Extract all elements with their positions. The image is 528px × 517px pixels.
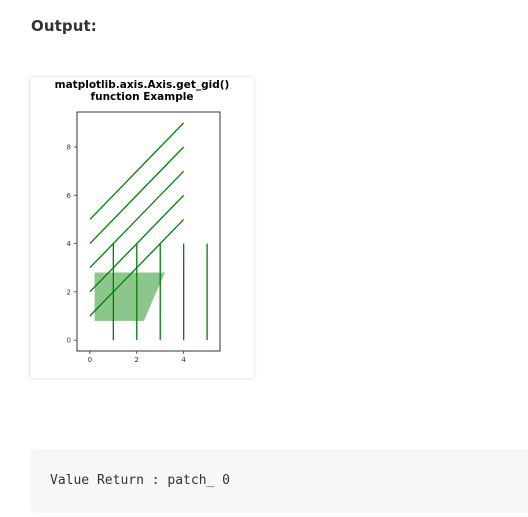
y-tick-label: 6 xyxy=(67,192,72,200)
output-heading: Output: xyxy=(31,17,97,35)
y-tick-label: 8 xyxy=(67,144,71,152)
x-tick-label: 4 xyxy=(181,356,186,364)
diagonal-line-5 xyxy=(89,122,185,220)
x-tick-label: 2 xyxy=(135,356,139,364)
plot-frame xyxy=(76,111,221,352)
figure-card: matplotlib.axis.Axis.get_gid() function … xyxy=(30,77,254,378)
chart-marks xyxy=(89,122,208,341)
chart-title-line1: matplotlib.axis.Axis.get_gid() xyxy=(55,79,230,91)
y-tick-label: 4 xyxy=(67,240,72,248)
y-tick-label: 2 xyxy=(67,288,71,296)
diagonal-line-3 xyxy=(89,170,185,269)
chart: matplotlib.axis.Axis.get_gid() function … xyxy=(55,79,230,364)
y-axis: 0 2 4 6 8 xyxy=(67,144,77,345)
chart-title-line2: function Example xyxy=(91,91,194,103)
code-output-text: Value Return : patch_ 0 xyxy=(50,473,231,488)
x-tick-label: 0 xyxy=(88,356,92,364)
code-output-box: Value Return : patch_ 0 xyxy=(30,449,528,513)
y-tick-label: 0 xyxy=(67,337,71,345)
x-axis: 0 2 4 xyxy=(88,351,186,364)
diagonal-line-4 xyxy=(89,146,185,245)
patch-polygon xyxy=(94,272,165,321)
